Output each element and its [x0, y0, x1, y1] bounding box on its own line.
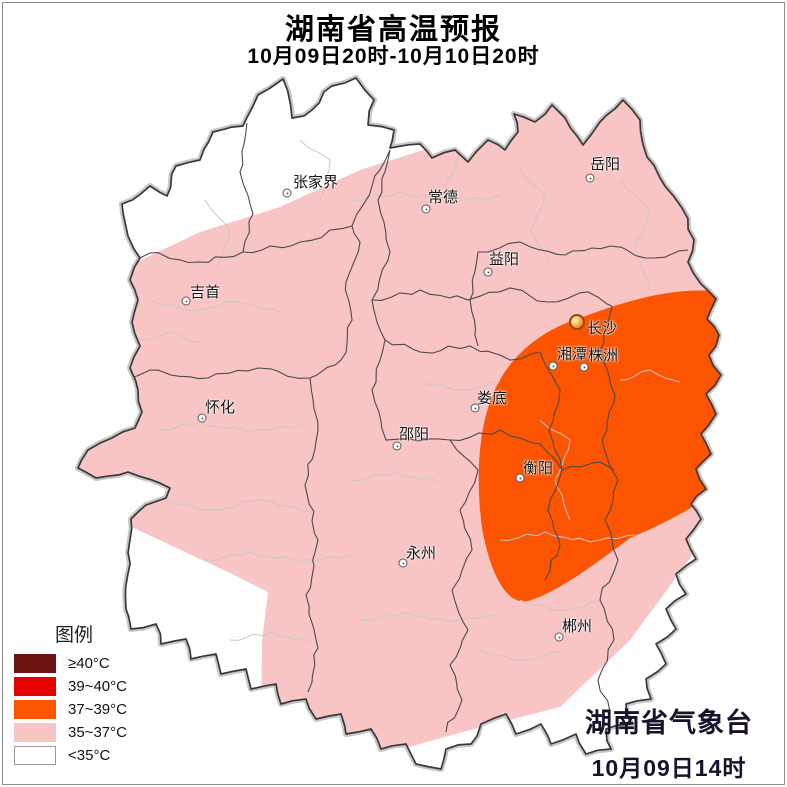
county-boundary — [159, 421, 301, 433]
legend-label: <35°C — [68, 747, 111, 764]
city-marker — [398, 558, 408, 568]
legend-title: 图例 — [55, 625, 94, 646]
county-boundary — [479, 649, 561, 661]
city-label: 永州 — [406, 545, 437, 562]
zone-37-39-blob — [478, 290, 721, 602]
county-boundary — [419, 379, 501, 391]
attribution-org: 湖南省气象台 — [585, 708, 753, 738]
county-boundary — [149, 299, 281, 313]
prefecture-boundary — [449, 429, 615, 471]
city-marker — [554, 632, 564, 642]
city-marker — [421, 204, 431, 214]
legend-label: ≥40°C — [68, 655, 110, 672]
prefecture-boundary — [477, 241, 689, 259]
legend-label: 39~40°C — [68, 678, 127, 695]
city-marker — [282, 188, 292, 198]
city-label: 娄底 — [477, 390, 508, 407]
attribution: 湖南省气象台 10月09日14时 — [585, 701, 753, 783]
legend-swatch — [14, 654, 56, 673]
prefecture-boundary — [597, 305, 619, 713]
legend-item: 37~39°C — [14, 700, 127, 719]
prefecture-boundary — [304, 377, 319, 693]
legend-swatch — [14, 723, 56, 742]
city-marker — [392, 441, 402, 451]
city-label: 益阳 — [489, 251, 520, 268]
prefecture-boundary-lines — [119, 122, 689, 733]
county-boundary — [519, 169, 549, 261]
city-marker — [483, 267, 493, 277]
legend-rows: ≥40°C 39~40°C 37~39°C 35~37°C <35°C — [14, 654, 127, 765]
page-subtitle: 10月09日20时-10月10日20时 — [247, 45, 540, 68]
city-label: 长沙 — [587, 320, 618, 337]
county-boundary — [539, 419, 571, 521]
county-boundary — [139, 331, 201, 343]
city-marker — [181, 296, 191, 306]
county-boundary — [349, 471, 441, 483]
city-marker — [548, 361, 558, 371]
legend-item: <35°C — [14, 746, 127, 765]
legend-label: 37~39°C — [68, 701, 127, 718]
page-title: 湖南省高温预报 — [284, 14, 502, 46]
city-label: 邵阳 — [399, 426, 430, 443]
city-label: 衡阳 — [523, 460, 554, 477]
legend-item: 39~40°C — [14, 677, 127, 696]
city-label: 郴州 — [562, 618, 593, 635]
county-boundary — [359, 611, 496, 623]
city-label: 吉首 — [190, 284, 221, 301]
city-marker — [197, 413, 207, 423]
prefecture-boundary — [371, 287, 613, 307]
legend-label: 35~37°C — [68, 724, 127, 741]
prefecture-boundary — [371, 149, 541, 361]
county-boundary — [619, 179, 651, 291]
county-boundary — [349, 191, 501, 203]
county-boundary — [299, 139, 331, 201]
city-label: 怀化 — [205, 399, 236, 416]
prefecture-boundary — [539, 351, 563, 471]
legend-item: ≥40°C — [14, 654, 127, 673]
legend-swatch — [14, 677, 56, 696]
prefecture-boundary — [239, 122, 254, 253]
city-label: 常德 — [428, 189, 459, 206]
attribution-time: 10月09日14时 — [591, 755, 747, 781]
province-outline — [77, 77, 722, 770]
prefecture-boundary — [119, 225, 361, 381]
prefecture-boundary — [131, 251, 244, 264]
zone-35-37-band — [78, 78, 721, 769]
prefecture-boundary — [371, 339, 451, 442]
city-marker — [470, 403, 480, 413]
city-label: 岳阳 — [590, 156, 621, 173]
city-label: 株洲 — [588, 347, 619, 364]
prefecture-boundary — [544, 469, 563, 581]
map-legend: 图例 ≥40°C 39~40°C 37~39°C 35~37°C <35°C — [14, 620, 127, 769]
city-marker — [585, 173, 595, 183]
city-marker — [579, 362, 589, 372]
prefecture-boundary — [445, 439, 479, 733]
city-label: 张家界 — [293, 174, 339, 191]
county-boundary — [229, 631, 311, 643]
county-boundary — [519, 599, 601, 611]
prefecture-boundary — [242, 149, 391, 254]
city-marker — [515, 473, 525, 483]
legend-item: 35~37°C — [14, 723, 127, 742]
legend-swatch — [14, 700, 56, 719]
city-label: 湘潭 — [557, 346, 588, 363]
legend-swatch — [14, 746, 56, 765]
county-boundary — [204, 551, 351, 563]
prefecture-boundary — [469, 251, 479, 347]
capital-city-marker — [569, 314, 585, 330]
county-boundary — [164, 499, 309, 513]
county-boundary — [619, 369, 681, 383]
county-boundary — [204, 199, 231, 271]
